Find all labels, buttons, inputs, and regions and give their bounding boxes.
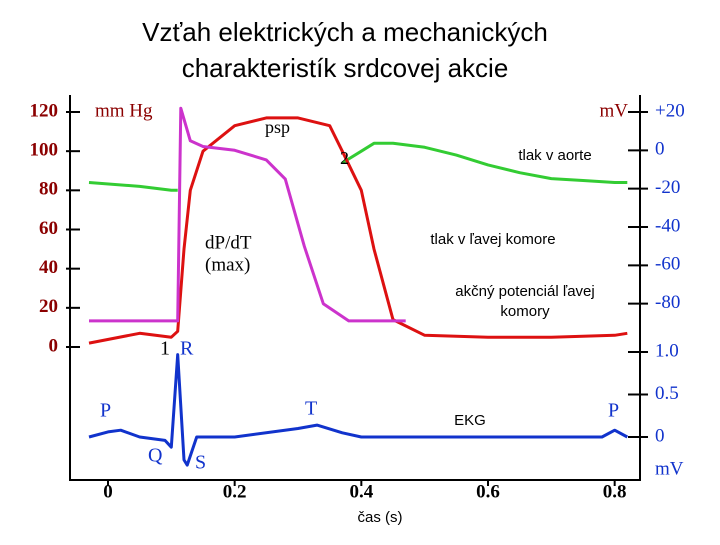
right-tick-label: 1.0 bbox=[655, 340, 679, 361]
right-tick-label: +20 bbox=[655, 100, 685, 121]
y3-unit: mV bbox=[655, 458, 684, 479]
annotation: komory bbox=[500, 303, 550, 320]
annotation: psp bbox=[265, 117, 290, 137]
annotation: EKG bbox=[454, 412, 486, 429]
y-tick-label: 20 bbox=[39, 296, 58, 317]
annotation: Q bbox=[148, 445, 163, 467]
x-tick-label: 0 bbox=[103, 481, 113, 502]
series-line bbox=[88, 353, 629, 467]
right-tick-label: 0 bbox=[655, 139, 665, 160]
y-tick-label: 120 bbox=[30, 100, 59, 121]
annotation: S bbox=[195, 452, 206, 474]
annotation: akčný potenciál ľavej bbox=[455, 283, 594, 300]
annotation: P bbox=[100, 400, 111, 422]
right-tick-label: -80 bbox=[655, 292, 680, 313]
x-tick-label: 0.6 bbox=[476, 481, 500, 502]
annotation: R bbox=[180, 338, 194, 360]
y-tick-label: 60 bbox=[39, 218, 58, 239]
x-tick-label: 0.8 bbox=[603, 481, 627, 502]
x-tick-label: 0.4 bbox=[349, 481, 373, 502]
annotation: tlak v ľavej komore bbox=[430, 231, 555, 248]
annotation: dP/dT bbox=[205, 232, 252, 253]
right-tick-label: 0 bbox=[655, 425, 665, 446]
right-tick-label: -20 bbox=[655, 177, 680, 198]
annotation: (max) bbox=[205, 254, 250, 275]
annotation: tlak v aorte bbox=[518, 147, 591, 164]
series-line bbox=[88, 141, 628, 192]
annotation: T bbox=[305, 398, 317, 420]
y-tick-label: 40 bbox=[39, 257, 58, 278]
y-tick-label: 0 bbox=[49, 335, 59, 356]
annotation: P bbox=[608, 400, 619, 422]
right-tick-label: -60 bbox=[655, 254, 680, 275]
right-tick-label: 0.5 bbox=[655, 383, 679, 404]
annotation: 1 bbox=[160, 338, 170, 360]
right-tick-label: -40 bbox=[655, 215, 680, 236]
y-tick-label: 80 bbox=[39, 179, 58, 200]
annotation: 2 bbox=[340, 148, 349, 168]
x-axis-label: čas (s) bbox=[358, 509, 403, 526]
title-line: charakteristík srdcovej akcie bbox=[182, 53, 509, 83]
y-unit: mm Hg bbox=[95, 100, 153, 121]
y-tick-label: 100 bbox=[30, 140, 59, 161]
series-line bbox=[89, 106, 406, 323]
x-tick-label: 0.2 bbox=[223, 481, 247, 502]
y2-unit: mV bbox=[600, 100, 629, 121]
title-line: Vzťah elektrických a mechanických bbox=[142, 17, 548, 47]
